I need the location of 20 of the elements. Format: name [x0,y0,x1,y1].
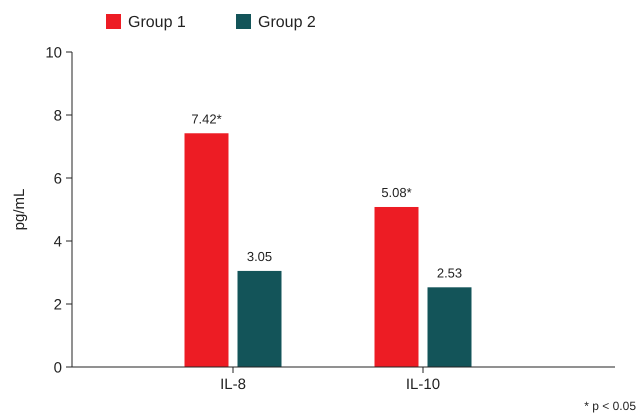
y-tick-label: 0 [54,359,62,376]
y-tick-label: 10 [45,44,62,62]
y-tick-label: 8 [54,107,62,124]
x-tick-label: IL-8 [220,376,246,393]
data-label: 3.05 [246,248,272,264]
y-axis-title: pg/mL [11,188,28,230]
data-label: 2.53 [436,265,462,280]
text: * p < 0.05 [584,399,636,413]
bar [428,287,472,367]
bar [184,133,228,367]
x-tick-label: IL-10 [406,376,440,393]
y-tick-label: 6 [54,170,62,188]
bar [238,270,282,367]
data-label: 5.08* [381,184,412,200]
y-tick-label: 4 [54,233,62,250]
y-tick-label: 2 [54,296,62,314]
data-label: 7.42* [191,111,222,126]
legend-label: Group 1 [128,14,186,32]
bar [374,206,418,367]
legend-label: Group 2 [258,14,316,32]
